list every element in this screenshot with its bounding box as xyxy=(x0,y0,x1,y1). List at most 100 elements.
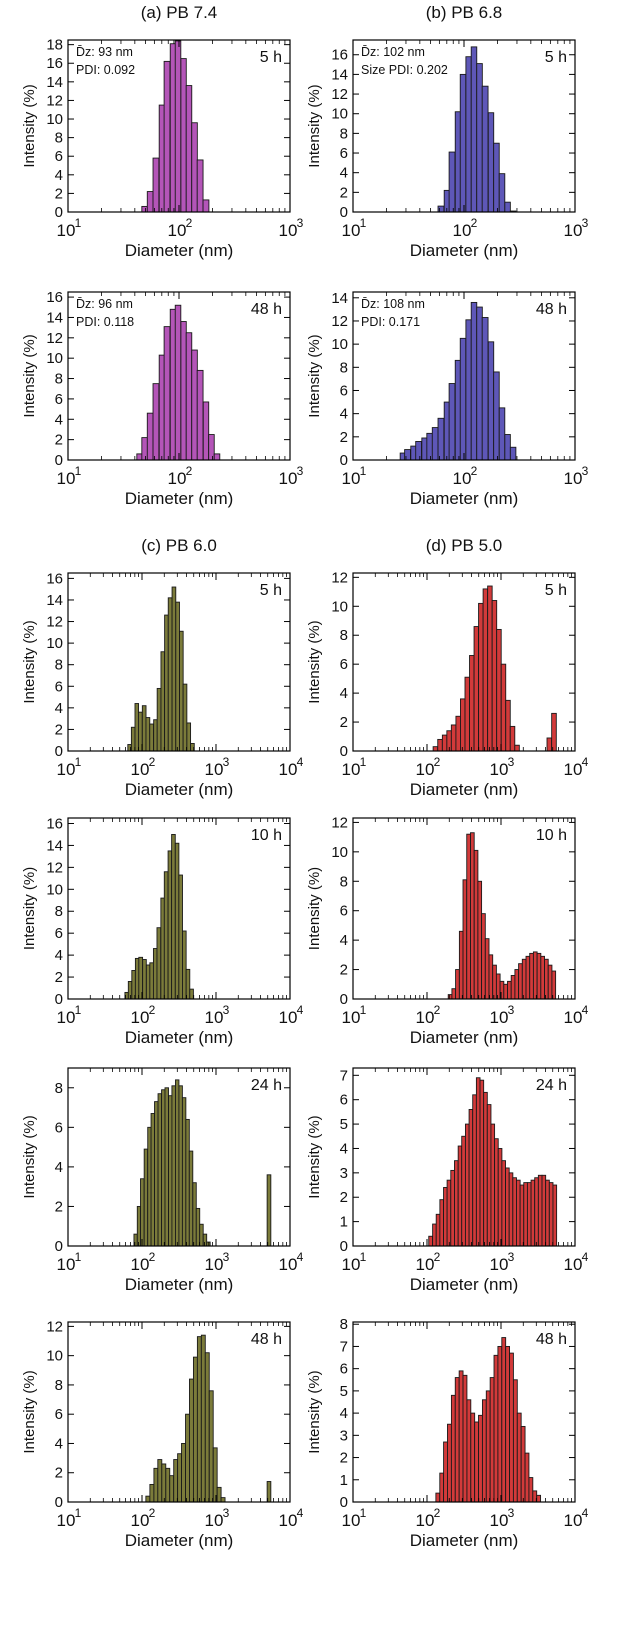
x-axis-label: Diameter (nm) xyxy=(410,1531,519,1550)
bar xyxy=(432,746,439,752)
bar xyxy=(487,341,495,461)
x-axis-label: Diameter (nm) xyxy=(410,780,519,799)
bar xyxy=(505,1345,511,1503)
y-tick-label: 2 xyxy=(55,969,63,986)
bar xyxy=(179,630,184,752)
bar xyxy=(505,1167,510,1247)
bar xyxy=(487,112,495,213)
y-tick-label: 2 xyxy=(340,962,348,979)
bar xyxy=(149,723,155,752)
y-tick-label: 4 xyxy=(55,411,63,428)
y-tick-label: 2 xyxy=(340,184,348,201)
bar xyxy=(174,40,182,213)
y-tick-label: 8 xyxy=(55,903,63,920)
y-tick-label: 8 xyxy=(340,125,348,142)
bar xyxy=(431,427,439,461)
x-tick-exponent: 3 xyxy=(297,216,304,230)
bar xyxy=(450,724,457,752)
bar xyxy=(202,1233,208,1247)
x-tick-exponent: 1 xyxy=(360,1250,367,1264)
bar xyxy=(481,1399,487,1503)
bar xyxy=(171,586,177,752)
bar xyxy=(481,317,489,461)
x-tick-label: 10 xyxy=(205,1008,224,1027)
bar xyxy=(153,719,158,752)
y-tick-label: 12 xyxy=(46,1318,63,1335)
bar xyxy=(443,401,450,461)
x-tick-label: 10 xyxy=(564,1008,583,1027)
bar xyxy=(154,1101,159,1247)
x-tick-exponent: 3 xyxy=(223,1250,230,1264)
annotation-dz: D̄z: 102 nm xyxy=(361,45,425,59)
x-axis-label: Diameter (nm) xyxy=(410,241,519,260)
bar xyxy=(493,142,500,213)
y-tick-label: 6 xyxy=(340,1092,348,1109)
y-tick-label: 4 xyxy=(55,1159,63,1176)
x-tick-label: 10 xyxy=(490,1255,509,1274)
bar xyxy=(537,1174,543,1247)
bar xyxy=(149,962,154,1000)
bar xyxy=(185,968,191,1000)
bar xyxy=(196,1336,202,1503)
y-tick-label: 12 xyxy=(46,614,63,631)
x-tick-label: 10 xyxy=(490,760,509,779)
bar xyxy=(448,151,456,213)
bar xyxy=(526,1182,532,1247)
y-tick-label: 14 xyxy=(46,74,63,91)
bar xyxy=(492,964,497,1000)
y-tick-label: 8 xyxy=(55,1377,63,1394)
bar xyxy=(182,683,188,752)
bar xyxy=(136,453,143,461)
x-tick-exponent: 4 xyxy=(582,1003,589,1017)
y-tick-label: 14 xyxy=(46,309,63,326)
x-tick-exponent: 1 xyxy=(75,464,82,478)
y-tick-label: 0 xyxy=(340,743,348,760)
x-tick-label: 10 xyxy=(342,1255,361,1274)
y-tick-label: 6 xyxy=(55,1406,63,1423)
bar xyxy=(143,1148,149,1247)
bar xyxy=(510,975,516,1000)
bar xyxy=(185,1413,190,1503)
bar xyxy=(534,1177,539,1247)
y-tick-label: 14 xyxy=(331,290,348,307)
bar xyxy=(494,1138,499,1247)
x-tick-exponent: 3 xyxy=(223,1506,230,1520)
bar xyxy=(465,56,472,213)
bar xyxy=(439,1472,445,1503)
bar xyxy=(182,930,187,1000)
bar xyxy=(514,969,520,1000)
bar xyxy=(508,1172,514,1247)
x-tick-exponent: 1 xyxy=(360,1506,367,1520)
bar xyxy=(473,626,480,752)
y-axis-label: Intensity (%) xyxy=(306,1115,323,1198)
bar xyxy=(180,58,187,213)
y-tick-label: 2 xyxy=(340,1189,348,1206)
x-tick-exponent: 2 xyxy=(471,464,478,478)
y-tick-label: 8 xyxy=(340,359,348,376)
bar xyxy=(185,1118,190,1247)
x-tick-exponent: 2 xyxy=(149,1506,156,1520)
bar xyxy=(541,1174,547,1247)
y-tick-label: 6 xyxy=(55,1119,63,1136)
bar xyxy=(462,1374,468,1503)
bar xyxy=(435,1213,441,1247)
y-tick-label: 4 xyxy=(340,932,348,949)
bar xyxy=(152,157,160,213)
y-tick-label: 12 xyxy=(331,86,348,103)
y-tick-label: 4 xyxy=(340,1405,348,1422)
bar xyxy=(460,698,466,752)
bar xyxy=(483,1091,488,1247)
time-label: 24 h xyxy=(536,1077,567,1094)
y-axis-label: Intensity (%) xyxy=(306,334,323,417)
bar xyxy=(489,1377,495,1503)
x-tick-label: 10 xyxy=(279,1008,298,1027)
bar xyxy=(518,963,523,1000)
x-tick-label: 10 xyxy=(205,760,224,779)
bar xyxy=(479,1079,485,1247)
bar xyxy=(171,1085,176,1247)
time-label: 48 h xyxy=(251,301,282,318)
x-tick-label: 10 xyxy=(342,221,361,240)
plot-frame xyxy=(352,1321,576,1503)
